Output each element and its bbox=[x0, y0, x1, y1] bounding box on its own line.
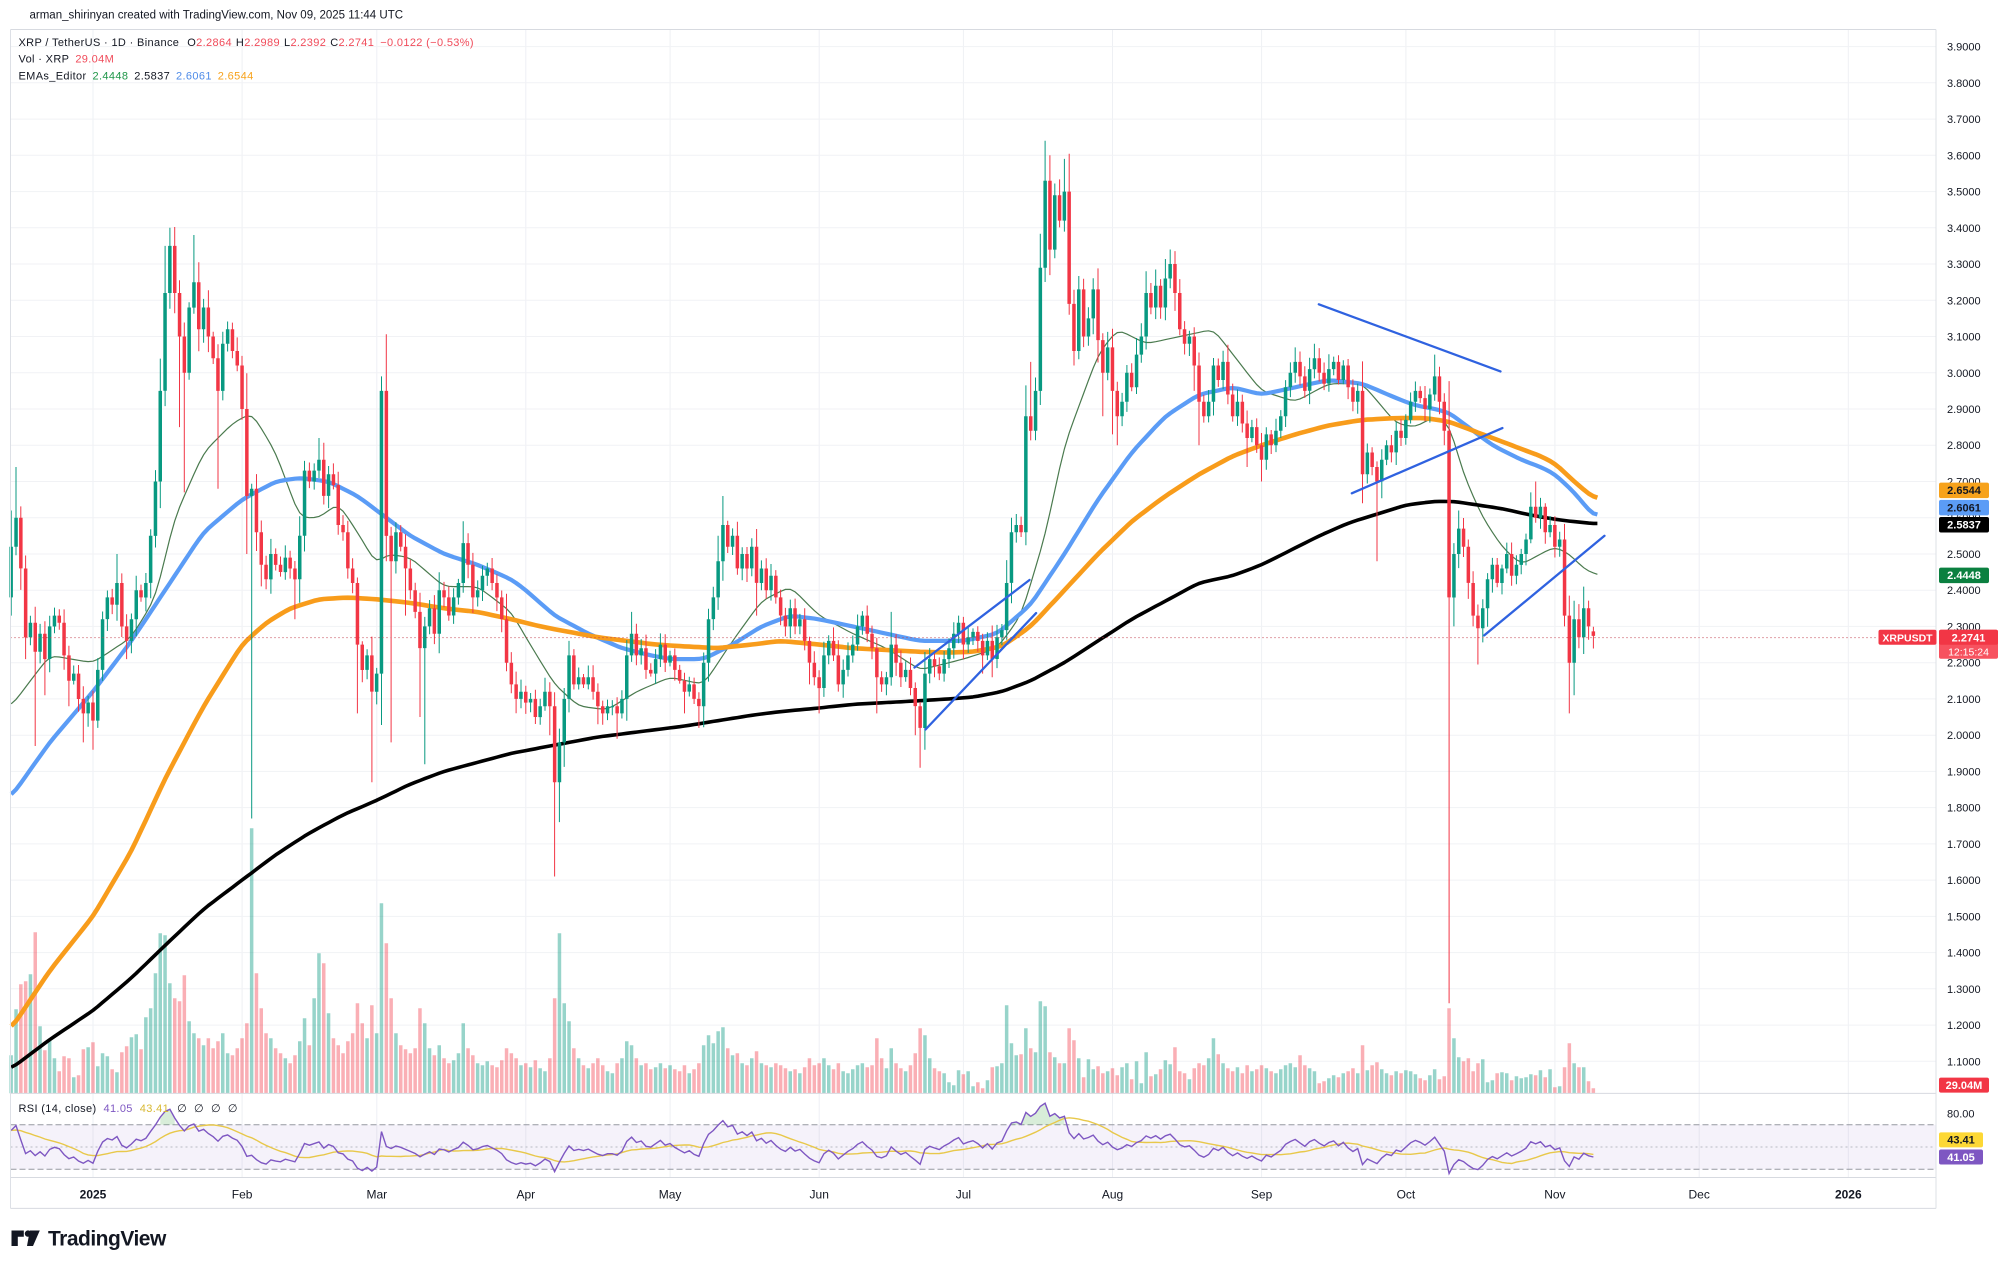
svg-text:Jun: Jun bbox=[810, 1188, 829, 1202]
svg-text:2.5837: 2.5837 bbox=[1947, 520, 1981, 532]
svg-text:3.8000: 3.8000 bbox=[1947, 78, 1981, 90]
svg-text:Aug: Aug bbox=[1102, 1188, 1123, 1202]
svg-text:Dec: Dec bbox=[1689, 1188, 1710, 1202]
svg-text:1.4000: 1.4000 bbox=[1947, 948, 1981, 960]
svg-text:1.8000: 1.8000 bbox=[1947, 803, 1981, 815]
svg-text:3.7000: 3.7000 bbox=[1947, 114, 1981, 126]
svg-text:Apr: Apr bbox=[516, 1188, 535, 1202]
svg-text:Feb: Feb bbox=[232, 1188, 253, 1202]
svg-text:2025: 2025 bbox=[80, 1188, 107, 1202]
svg-text:1.5000: 1.5000 bbox=[1947, 911, 1981, 923]
svg-text:1.9000: 1.9000 bbox=[1947, 766, 1981, 778]
svg-text:80.00: 80.00 bbox=[1947, 1109, 1975, 1121]
svg-text:41.05: 41.05 bbox=[1947, 1152, 1975, 1164]
svg-text:3.9000: 3.9000 bbox=[1947, 42, 1981, 54]
svg-text:2.5000: 2.5000 bbox=[1947, 549, 1981, 561]
svg-text:TradingView: TradingView bbox=[48, 1228, 167, 1251]
svg-text:1.3000: 1.3000 bbox=[1947, 984, 1981, 996]
svg-text:3.0000: 3.0000 bbox=[1947, 368, 1981, 380]
svg-text:Oct: Oct bbox=[1397, 1188, 1416, 1202]
svg-text:2026: 2026 bbox=[1835, 1188, 1862, 1202]
svg-text:May: May bbox=[659, 1188, 682, 1202]
svg-text:1.6000: 1.6000 bbox=[1947, 875, 1981, 887]
svg-text:29.04M: 29.04M bbox=[1946, 1080, 1983, 1092]
svg-text:3.1000: 3.1000 bbox=[1947, 332, 1981, 344]
svg-text:arman_shirinyan created with T: arman_shirinyan created with TradingView… bbox=[30, 10, 404, 22]
svg-text:2.8000: 2.8000 bbox=[1947, 440, 1981, 452]
svg-text:2.4448: 2.4448 bbox=[1947, 570, 1981, 582]
svg-text:3.3000: 3.3000 bbox=[1947, 259, 1981, 271]
svg-text:3.2000: 3.2000 bbox=[1947, 295, 1981, 307]
svg-text:2.1000: 2.1000 bbox=[1947, 694, 1981, 706]
svg-text:43.41: 43.41 bbox=[1947, 1135, 1975, 1147]
svg-text:2.6544: 2.6544 bbox=[1947, 485, 1982, 497]
svg-text:2.2741: 2.2741 bbox=[1952, 633, 1986, 645]
svg-text:3.4000: 3.4000 bbox=[1947, 223, 1981, 235]
svg-text:1.1000: 1.1000 bbox=[1947, 1056, 1981, 1068]
svg-text:3.6000: 3.6000 bbox=[1947, 150, 1981, 162]
svg-text:2.4000: 2.4000 bbox=[1947, 585, 1981, 597]
svg-text:1.7000: 1.7000 bbox=[1947, 839, 1981, 851]
svg-text:Mar: Mar bbox=[366, 1188, 387, 1202]
svg-text:Jul: Jul bbox=[956, 1188, 971, 1202]
svg-text:2.2000: 2.2000 bbox=[1947, 658, 1981, 670]
svg-text:Sep: Sep bbox=[1251, 1188, 1273, 1202]
svg-text:12:15:24: 12:15:24 bbox=[1948, 647, 1989, 659]
svg-text:2.6061: 2.6061 bbox=[1947, 502, 1981, 514]
svg-text:3.5000: 3.5000 bbox=[1947, 187, 1981, 199]
svg-text:2.0000: 2.0000 bbox=[1947, 730, 1981, 742]
svg-text:1.2000: 1.2000 bbox=[1947, 1020, 1981, 1032]
svg-text:XRPUSDT: XRPUSDT bbox=[1882, 632, 1933, 644]
svg-text:Nov: Nov bbox=[1544, 1188, 1565, 1202]
svg-text:2.9000: 2.9000 bbox=[1947, 404, 1981, 416]
